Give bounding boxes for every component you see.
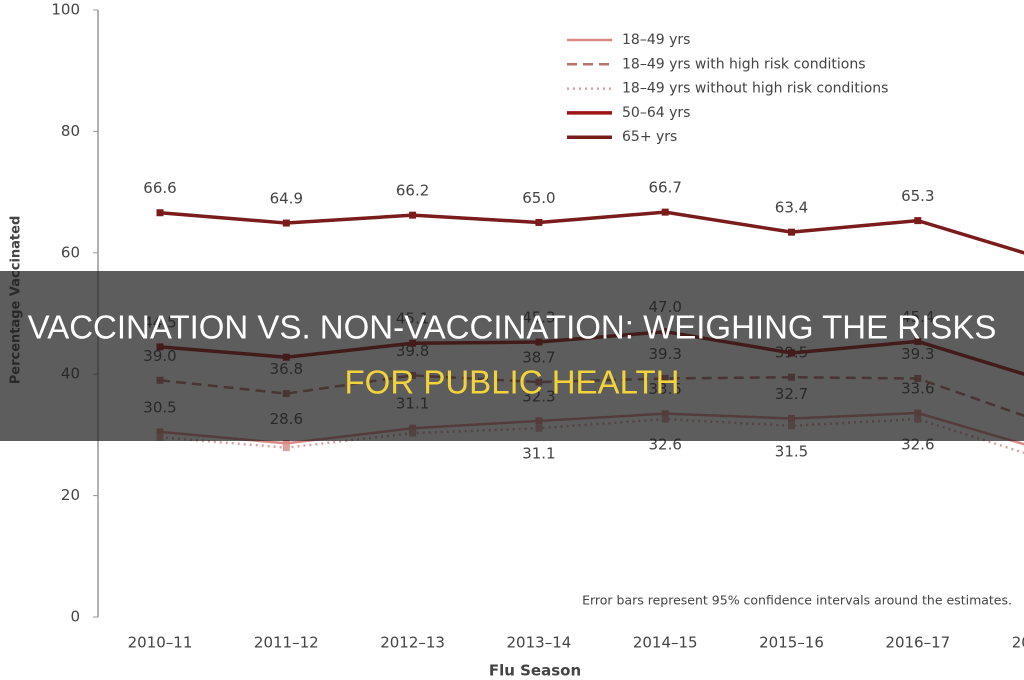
data-point xyxy=(282,439,290,447)
data-point xyxy=(409,211,417,219)
y-tick-label: 0 xyxy=(70,608,80,626)
data-label: 66.6 xyxy=(143,179,176,197)
series-line xyxy=(159,210,1024,255)
y-tick-label: 100 xyxy=(51,1,80,19)
y-tick-label: 20 xyxy=(61,486,80,504)
x-tick-label: 2013–14 xyxy=(507,634,572,652)
x-tick-label: 2011–12 xyxy=(254,634,319,652)
note: Error bars represent 95% confidence inte… xyxy=(582,593,1012,608)
legend-label: 65+ yrs xyxy=(622,129,677,145)
x-tick-label: 2017–18 xyxy=(1012,634,1024,652)
data-label: 66.7 xyxy=(648,179,681,197)
banner-title: VACCINATION VS. NON-VACCINATION: WEIGHIN… xyxy=(28,309,997,346)
x-tick-label: 2012–13 xyxy=(380,634,445,652)
data-point xyxy=(282,444,290,452)
x-tick-label: 2015–16 xyxy=(759,634,824,652)
legend-label: 18–49 yrs xyxy=(622,32,690,48)
banner-title: FOR PUBLIC HEALTH xyxy=(345,364,680,401)
y-tick-label: 80 xyxy=(61,122,80,140)
y-tick-label: 60 xyxy=(61,243,80,261)
data-label: 31.5 xyxy=(775,442,808,460)
data-point xyxy=(535,218,543,226)
x-axis-label: Flu Season xyxy=(489,662,581,680)
legend-label: 50–64 yrs xyxy=(622,105,690,121)
data-point xyxy=(661,208,669,216)
data-label: 31.1 xyxy=(522,445,555,463)
data-point xyxy=(156,209,164,217)
data-point xyxy=(788,228,795,236)
data-label: 63.4 xyxy=(775,199,808,217)
x-tick-label: 2016–17 xyxy=(885,634,950,652)
data-label: 66.2 xyxy=(396,182,429,200)
data-label: 65.3 xyxy=(901,187,934,205)
data-label: 65.0 xyxy=(522,189,555,207)
data-label: 64.9 xyxy=(270,190,303,208)
legend-label: 18–49 yrs without high risk conditions xyxy=(622,81,888,97)
data-point xyxy=(282,219,290,227)
x-tick-label: 2010–11 xyxy=(128,634,193,652)
x-tick-label: 2014–15 xyxy=(633,634,698,652)
banner xyxy=(0,271,1024,441)
data-point xyxy=(914,217,922,225)
legend-label: 18–49 yrs with high risk conditions xyxy=(622,56,866,72)
